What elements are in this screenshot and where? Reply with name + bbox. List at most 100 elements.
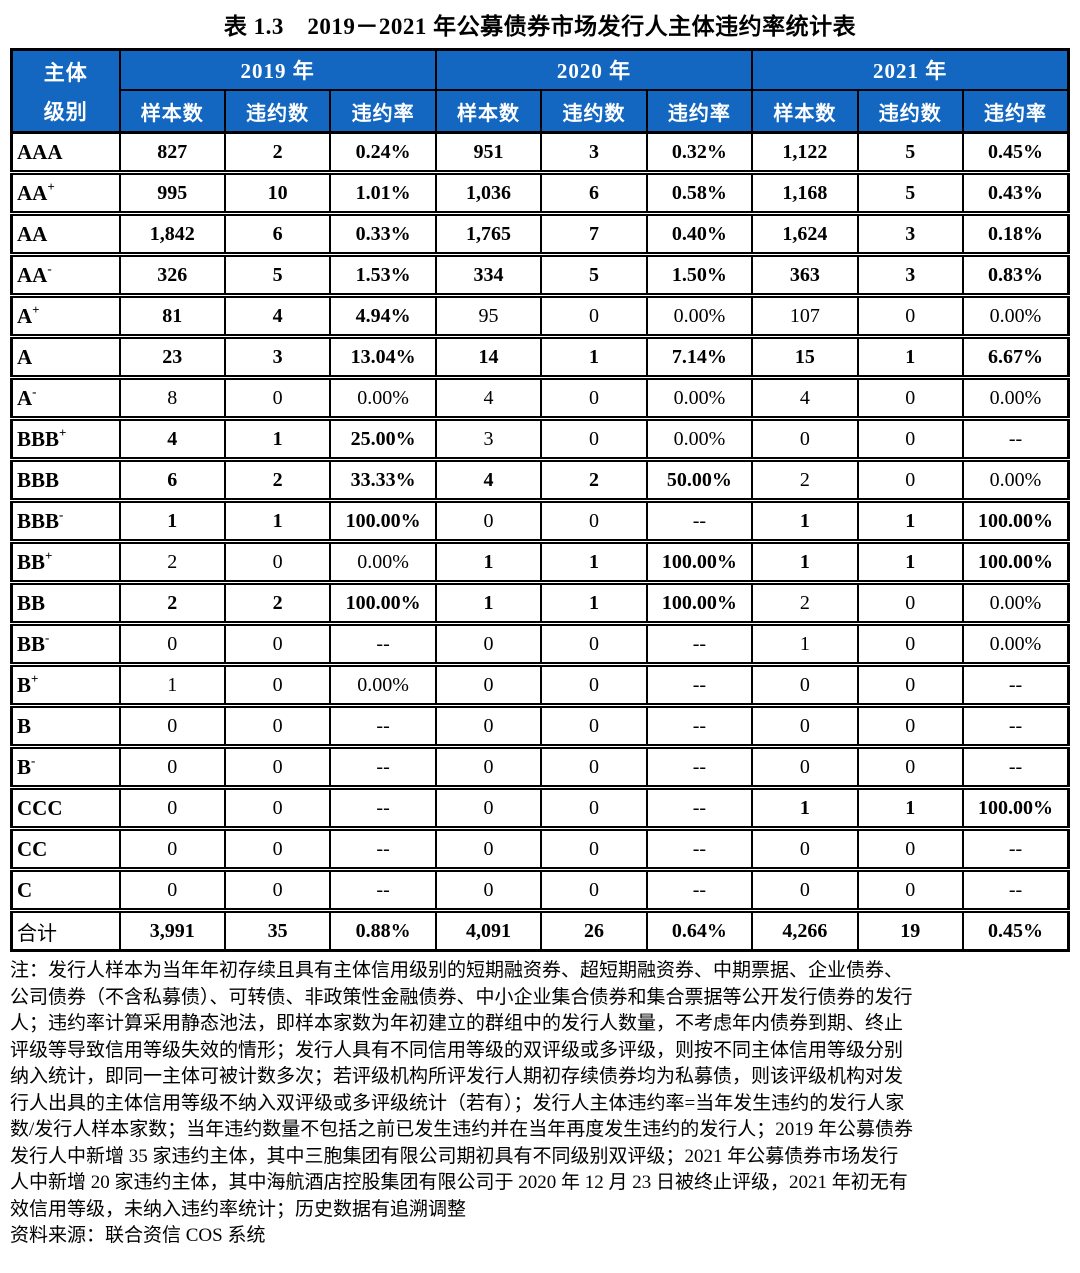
year-header-2019: 2019 年 <box>118 48 437 91</box>
value-cell: 0 <box>540 416 648 462</box>
value-cell: 363 <box>751 252 859 298</box>
value-cell: 2 <box>751 457 859 503</box>
value-cell: 0 <box>540 498 648 544</box>
value-cell: 4,091 <box>434 908 543 952</box>
table-row: BBB+ 4 1 25.00% 3 0 0.00% 0 0 -- <box>10 416 1070 462</box>
table-row: B- 0 0 -- 0 0 -- 0 0 -- <box>10 744 1070 790</box>
table-row: BB 2 2 100.00% 1 1 100.00% 2 0 0.00% <box>10 580 1070 626</box>
value-cell: 1,122 <box>751 131 859 175</box>
rating-cell: AA <box>10 211 121 257</box>
note-line: 发行人中新增 35 家违约主体，其中三胞集团有限公司期初具有不同级别双评级；20… <box>10 1145 899 1167</box>
value-cell: 1 <box>118 662 226 708</box>
value-cell: 6 <box>118 457 226 503</box>
value-cell: 6 <box>223 211 332 257</box>
rating-cell: A <box>10 334 121 380</box>
rating-label: AA <box>17 181 48 205</box>
value-cell: 0 <box>540 703 648 749</box>
value-cell: 100.00% <box>645 539 754 585</box>
value-cell: 995 <box>118 170 226 216</box>
value-cell: -- <box>329 826 437 872</box>
table-row: BBB 6 2 33.33% 4 2 50.00% 2 0 0.00% <box>10 457 1070 503</box>
rating-label: B <box>17 673 32 697</box>
value-cell: 2 <box>751 580 859 626</box>
value-cell: 1 <box>434 539 543 585</box>
value-cell: 0 <box>856 375 965 421</box>
corner-label-line2: 级别 <box>43 100 88 124</box>
value-cell: 95 <box>434 293 543 339</box>
subheader-defaults-2021: 违约数 <box>856 89 965 134</box>
value-cell: 0 <box>540 867 648 913</box>
value-cell: 6 <box>540 170 648 216</box>
value-cell: 0 <box>223 621 332 667</box>
value-cell: 0 <box>223 375 332 421</box>
value-cell: 2 <box>118 539 226 585</box>
value-cell: 3 <box>223 334 332 380</box>
value-cell: 7 <box>540 211 648 257</box>
value-cell: -- <box>962 867 1070 913</box>
corner-header-cell: 主体 级别 <box>10 48 121 134</box>
value-cell: 5 <box>540 252 648 298</box>
value-cell: 0 <box>118 621 226 667</box>
value-cell: 0 <box>751 416 859 462</box>
rating-cell: BBB <box>10 457 121 503</box>
note-line: 人；违约率计算采用静态池法，即样本家数为年初建立的群组中的发行人数量，不考虑年内… <box>10 1013 904 1034</box>
value-cell: 0.00% <box>962 375 1070 421</box>
value-cell: 0 <box>434 662 543 708</box>
value-cell: 0 <box>434 621 543 667</box>
value-cell: -- <box>329 785 437 831</box>
value-cell: 0.32% <box>645 131 754 175</box>
rating-label: BBB <box>17 427 60 451</box>
rating-sup: - <box>47 261 52 276</box>
rating-sup: + <box>45 548 53 563</box>
value-cell: 0 <box>540 662 648 708</box>
value-cell: 1 <box>434 580 543 626</box>
corner-label-line1: 主体 <box>43 61 88 85</box>
value-cell: -- <box>962 826 1070 872</box>
value-cell: -- <box>645 662 754 708</box>
value-cell: 0.00% <box>962 621 1070 667</box>
value-cell: 0.00% <box>645 293 754 339</box>
value-cell: 0 <box>223 785 332 831</box>
value-cell: 0 <box>118 867 226 913</box>
table-body: AAA 827 2 0.24% 951 3 0.32% 1,122 5 0.45% AA+ 995 10… <box>10 131 1070 952</box>
value-cell: 0 <box>856 744 965 790</box>
note-line: 数/发行人样本家数；当年违约数量不包括之前已发生违约并在当年再度发生违约的发行人… <box>10 1119 914 1140</box>
value-cell: 0 <box>223 826 332 872</box>
rating-label: BB <box>17 550 46 574</box>
value-cell: 81 <box>118 293 226 339</box>
value-cell: 0 <box>223 539 332 585</box>
value-cell: 0.24% <box>329 131 437 175</box>
header-row-years: 主体 级别 2019 年 2020 年 2021 年 <box>10 48 1070 134</box>
value-cell: 1.53% <box>329 252 437 298</box>
table-title: 表 1.3 2019－2021 年公募债券市场发行人主体违约率统计表 <box>223 14 857 39</box>
rating-sup: - <box>59 507 64 522</box>
value-cell: -- <box>645 744 754 790</box>
value-cell: 0 <box>751 867 859 913</box>
rating-label: CCC <box>17 795 63 820</box>
value-cell: 0 <box>856 621 965 667</box>
value-cell: 0 <box>856 703 965 749</box>
notes: 注：发行人样本为当年年初存续且具有主体信用级别的短期融资券、超短期融资券、中期票… <box>10 958 1070 1223</box>
rating-sup: + <box>31 671 39 686</box>
value-cell: 0 <box>540 293 648 339</box>
rating-label: BBB <box>17 467 60 492</box>
value-cell: 0 <box>751 826 859 872</box>
table-row: BB+ 2 0 0.00% 1 1 100.00% 1 1 100.00% <box>10 539 1070 585</box>
rating-label: A <box>17 344 33 369</box>
note-line: 评级等导致信用等级失效的情形；发行人具有不同信用等级的双评级或多评级，则按不同主… <box>10 1039 904 1061</box>
value-cell: 0 <box>223 703 332 749</box>
value-cell: 15 <box>751 334 859 380</box>
rating-label: A <box>17 386 33 410</box>
value-cell: 1,624 <box>751 211 859 257</box>
value-cell: 0 <box>540 744 648 790</box>
value-cell: 1,036 <box>434 170 543 216</box>
value-cell: 0 <box>751 744 859 790</box>
value-cell: 0 <box>856 457 965 503</box>
value-cell: 4.94% <box>329 293 437 339</box>
value-cell: 100.00% <box>329 498 437 544</box>
value-cell: 1.01% <box>329 170 437 216</box>
value-cell: 23 <box>118 334 226 380</box>
value-cell: 0.00% <box>962 457 1070 503</box>
value-cell: -- <box>962 744 1070 790</box>
